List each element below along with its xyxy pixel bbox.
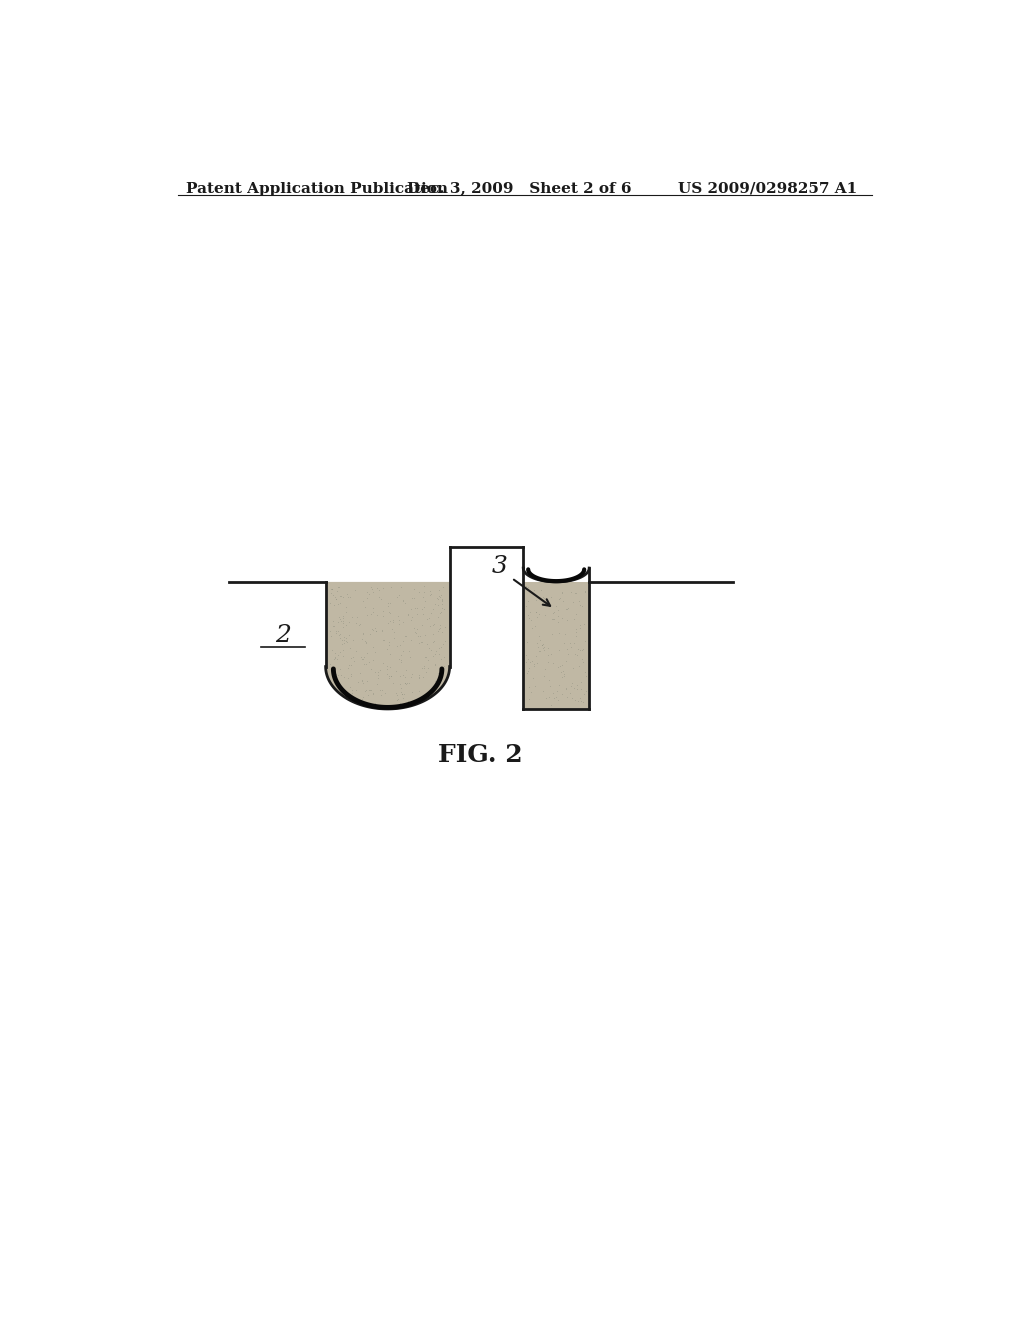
Text: Patent Application Publication: Patent Application Publication — [186, 182, 449, 195]
Text: 3: 3 — [493, 554, 508, 578]
Text: US 2009/0298257 A1: US 2009/0298257 A1 — [678, 182, 857, 195]
Polygon shape — [326, 582, 450, 709]
Text: Dec. 3, 2009   Sheet 2 of 6: Dec. 3, 2009 Sheet 2 of 6 — [407, 182, 632, 195]
Text: 2: 2 — [275, 624, 291, 647]
Text: FIG. 2: FIG. 2 — [438, 743, 523, 767]
Polygon shape — [523, 582, 589, 709]
